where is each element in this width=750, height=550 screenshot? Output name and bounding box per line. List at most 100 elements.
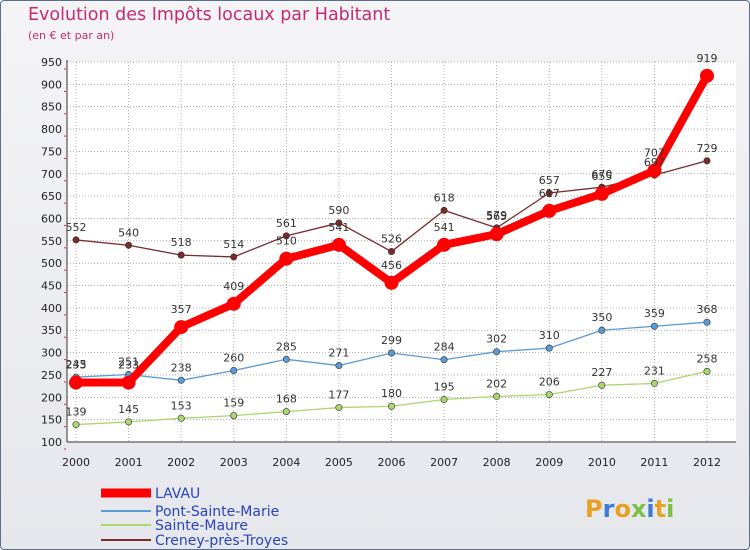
data-label: 260	[223, 351, 244, 364]
data-label: 245	[66, 358, 87, 371]
data-point	[177, 251, 185, 259]
data-label: 670	[591, 168, 612, 181]
data-point	[387, 248, 395, 256]
data-point	[650, 322, 658, 330]
data-point	[650, 379, 658, 387]
x-tick-label: 2008	[483, 456, 511, 469]
data-label: 368	[697, 303, 718, 316]
data-label: 541	[328, 221, 349, 234]
y-tick-label: 250	[41, 369, 62, 382]
y-tick-label: 850	[41, 101, 62, 114]
data-point	[72, 421, 80, 429]
data-label: 697	[644, 156, 665, 169]
y-tick-label: 750	[41, 145, 62, 158]
data-point	[125, 241, 133, 249]
data-label: 206	[539, 376, 560, 389]
data-point	[700, 68, 714, 83]
x-tick-label: 2002	[167, 456, 195, 469]
legend-label: Sainte-Maure	[155, 518, 248, 534]
y-tick-label: 700	[41, 168, 62, 181]
data-point	[174, 320, 189, 335]
data-label: 518	[171, 236, 192, 249]
data-point	[545, 189, 553, 197]
data-point	[125, 418, 133, 426]
x-tick-label: 2011	[640, 456, 668, 469]
data-label: 180	[381, 387, 402, 400]
legend: LAVAU Pont-Sainte-MarieSainte-MaureCreney…	[101, 486, 288, 549]
x-tick-label: 2001	[115, 456, 143, 469]
data-label: 919	[697, 52, 718, 65]
data-label: 552	[66, 221, 87, 234]
data-label: 617	[539, 187, 560, 200]
x-tick-label: 2000	[62, 456, 90, 469]
data-point	[230, 253, 238, 261]
data-point	[230, 412, 238, 420]
data-label: 233	[118, 359, 139, 372]
data-point	[703, 367, 711, 375]
data-point	[335, 219, 343, 227]
data-point	[282, 232, 290, 240]
y-tick-label: 900	[41, 78, 62, 91]
y-tick-label: 950	[41, 56, 62, 69]
data-point	[703, 318, 711, 326]
data-point	[440, 396, 448, 404]
data-label: 302	[486, 333, 507, 346]
y-tick-label: 150	[41, 414, 62, 427]
data-label: 299	[381, 334, 402, 347]
data-label: 514	[223, 238, 244, 251]
data-label: 540	[118, 226, 139, 239]
logo-text: Proxiti	[585, 495, 674, 523]
data-label: 310	[539, 329, 560, 342]
data-point	[493, 348, 501, 356]
y-tick-label: 600	[41, 212, 62, 225]
data-label: 357	[171, 303, 192, 316]
proxiti-logo: Proxiti	[585, 495, 674, 523]
data-point	[335, 404, 343, 412]
data-point	[440, 206, 448, 214]
data-label: 145	[118, 403, 139, 416]
data-label: 258	[697, 352, 718, 365]
y-tick-label: 400	[41, 302, 62, 315]
data-point	[226, 296, 241, 311]
data-label: 456	[381, 259, 402, 272]
data-point	[279, 251, 294, 266]
x-tick-label: 2003	[220, 456, 248, 469]
x-tick-label: 2007	[430, 456, 458, 469]
data-label: 510	[276, 235, 297, 248]
data-point	[335, 362, 343, 370]
data-label: 359	[644, 307, 665, 320]
data-label: 409	[223, 280, 244, 293]
data-point	[489, 227, 504, 242]
data-point	[437, 237, 452, 252]
data-point	[647, 163, 662, 178]
data-label: 202	[486, 377, 507, 390]
data-point	[493, 392, 501, 400]
x-tick-label: 2009	[535, 456, 563, 469]
data-point	[594, 186, 609, 201]
data-point	[230, 366, 238, 374]
data-label: 707	[644, 147, 665, 160]
data-point	[177, 376, 185, 384]
data-label: 285	[276, 340, 297, 353]
data-point	[545, 391, 553, 399]
data-label: 177	[328, 389, 349, 402]
data-label: 618	[434, 191, 455, 204]
y-tick-label: 100	[41, 436, 62, 449]
data-label: 233	[66, 359, 87, 372]
data-point	[121, 375, 136, 390]
y-tick-label: 800	[41, 123, 62, 136]
data-label: 159	[223, 397, 244, 410]
data-label: 565	[486, 210, 507, 223]
data-label: 579	[486, 209, 507, 222]
data-label: 195	[434, 381, 455, 394]
data-label: 238	[171, 361, 192, 374]
data-label: 541	[434, 221, 455, 234]
y-tick-label: 350	[41, 324, 62, 337]
series-lines	[69, 68, 714, 429]
chart-title: Evolution des Impôts locaux par Habitant	[28, 5, 391, 25]
y-tick-label: 550	[41, 235, 62, 248]
data-point	[542, 203, 557, 218]
data-label: 655	[591, 170, 612, 183]
